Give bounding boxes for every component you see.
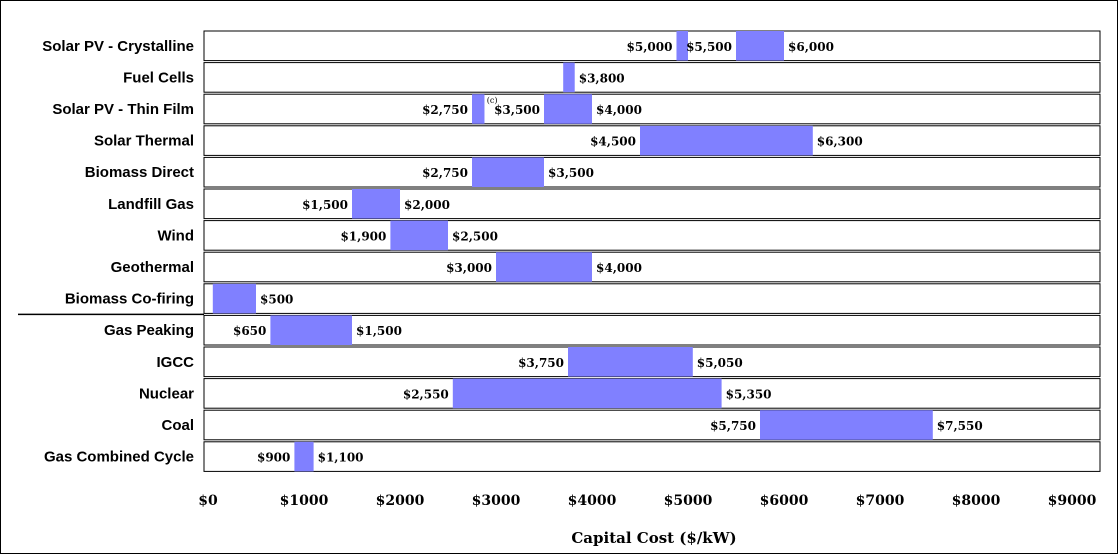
bar-nuclear-0 <box>452 378 722 409</box>
category-label-solar-pv-thin-film: Solar PV - Thin Film <box>52 101 194 118</box>
x-tick-label-4000: $4000 <box>568 493 617 509</box>
category-label-solar-thermal: Solar Thermal <box>94 133 194 150</box>
value-label-solar-thermal-1: $6,300 <box>817 135 863 149</box>
value-label-landfill-gas-1: $2,000 <box>404 198 450 212</box>
bar-landfill-gas-0 <box>352 189 400 219</box>
value-label-biomass-direct-1: $3,500 <box>548 166 594 180</box>
value-label-landfill-gas-0: $1,500 <box>302 198 348 212</box>
bar-gas-combined-cycle-0 <box>294 441 314 472</box>
value-label-igcc-1: $5,050 <box>697 356 743 370</box>
row-frame-wind <box>203 220 1101 251</box>
value-label-nuclear-0: $2,550 <box>403 387 449 401</box>
value-label-biomass-direct-0: $2,750 <box>422 166 468 180</box>
value-label-coal-0: $5,750 <box>710 419 756 433</box>
labels-layer: Solar PV - Crystalline $5,000 $5,500 $6,000… <box>42 38 982 466</box>
value-label-biomass-co-firing-0: $500 <box>260 293 293 307</box>
bar-biomass-co-firing-0 <box>212 283 256 314</box>
value-label-gas-combined-cycle-0: $900 <box>257 451 290 465</box>
x-tick-label-6000: $6000 <box>760 493 809 509</box>
x-tick-label-8000: $8000 <box>952 493 1001 509</box>
x-tick-label-5000: $5000 <box>664 493 713 509</box>
value-label-wind-0: $1,900 <box>340 229 386 243</box>
x-tick-label-0: $0 <box>198 493 218 509</box>
value-label-solar-pv-thin-film-1: $3,500 <box>494 103 540 117</box>
bar-wind-0 <box>390 220 448 251</box>
category-label-biomass-co-firing: Biomass Co-firing <box>65 291 194 308</box>
value-label-nuclear-1: $5,350 <box>726 387 772 401</box>
category-label-landfill-gas: Landfill Gas <box>108 196 194 213</box>
bar-solar-pv-thin-film-0 <box>472 94 485 124</box>
x-tick-label-1000: $1000 <box>280 493 329 509</box>
x-tick-label-3000: $3000 <box>472 493 521 509</box>
x-tick-label-2000: $2000 <box>376 493 425 509</box>
category-label-geothermal: Geothermal <box>111 259 194 276</box>
value-label-gas-peaking-1: $1,500 <box>356 324 402 338</box>
category-label-nuclear: Nuclear <box>139 385 194 402</box>
x-tick-label-7000: $7000 <box>856 493 905 509</box>
category-label-coal: Coal <box>161 417 194 434</box>
bar-coal-0 <box>760 410 933 440</box>
x-axis-ticks: $0 $1000 $2000 $3000 $4000 $5000 $6000 $7000 $80… <box>198 493 1096 509</box>
row-frame-coal <box>203 409 1101 441</box>
category-label-igcc: IGCC <box>157 354 195 371</box>
row-frame-biomass-co-firing <box>203 283 1101 314</box>
x-axis-title: Capital Cost ($/kW) <box>571 529 736 547</box>
bar-solar-thermal-0 <box>640 125 813 156</box>
category-label-gas-combined-cycle: Gas Combined Cycle <box>44 449 194 466</box>
value-label-coal-1: $7,550 <box>937 419 983 433</box>
category-label-fuel-cells: Fuel Cells <box>123 69 194 86</box>
category-label-biomass-direct: Biomass Direct <box>85 164 194 181</box>
row-frame-fuel-cells <box>203 62 1101 93</box>
value-label-geothermal-1: $4,000 <box>596 261 642 275</box>
category-label-gas-peaking: Gas Peaking <box>104 322 194 339</box>
bar-igcc-0 <box>568 347 693 377</box>
value-label-geothermal-0: $3,000 <box>446 261 492 275</box>
value-label-gas-peaking-0: $650 <box>233 324 266 338</box>
bar-geothermal-0 <box>496 252 592 282</box>
value-label-wind-1: $2,500 <box>452 229 498 243</box>
row-frame-gas-peaking <box>203 314 1101 346</box>
row-frame-solar-pv-crystalline <box>203 30 1101 62</box>
category-label-wind: Wind <box>157 227 194 244</box>
value-label-solar-pv-crystalline-0: $5,000 <box>627 40 673 54</box>
value-label-solar-pv-crystalline-1: $5,500 <box>686 40 732 54</box>
row-frame-solar-pv-thin-film <box>203 93 1101 125</box>
value-label-solar-pv-crystalline-2: $6,000 <box>788 40 834 54</box>
value-label-solar-pv-thin-film-0: $2,750 <box>422 103 468 117</box>
value-label-solar-pv-thin-film-2: $4,000 <box>596 103 642 117</box>
category-label-solar-pv-crystalline: Solar PV - Crystalline <box>42 38 194 55</box>
value-label-gas-combined-cycle-1: $1,100 <box>318 451 364 465</box>
rows-layer <box>18 30 1101 472</box>
bar-biomass-direct-0 <box>472 157 544 187</box>
value-label-solar-thermal-0: $4,500 <box>590 135 636 149</box>
value-label-fuel-cells-0: $3,800 <box>579 71 625 85</box>
value-label-igcc-0: $3,750 <box>518 356 564 370</box>
row-frame-gas-combined-cycle <box>203 441 1101 472</box>
bar-fuel-cells-0 <box>563 62 575 93</box>
bar-solar-pv-thin-film-1 <box>544 94 592 124</box>
note-label-solar-pv-thin-film: (c) <box>487 96 498 105</box>
bar-solar-pv-crystalline-1 <box>736 31 784 61</box>
row-frame-biomass-direct <box>203 156 1101 188</box>
bar-solar-pv-crystalline-0 <box>676 31 688 61</box>
row-frame-geothermal <box>203 251 1101 283</box>
x-tick-label-9000: $9000 <box>1048 493 1097 509</box>
bar-gas-peaking-0 <box>270 315 352 345</box>
